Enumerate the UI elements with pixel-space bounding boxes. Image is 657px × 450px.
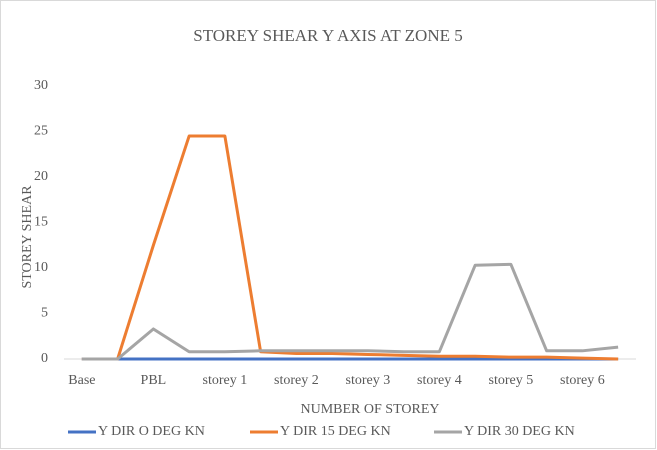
y-tick-label: 10 <box>34 260 48 275</box>
legend-label: Y DIR 30 DEG KN <box>464 424 575 439</box>
x-tick-label: storey 3 <box>346 373 391 388</box>
legend-label: Y DIR 15 DEG KN <box>280 424 391 439</box>
y-tick-label: 0 <box>41 351 48 366</box>
x-tick-label: PBL <box>141 373 167 388</box>
y-tick-label: 5 <box>41 306 48 321</box>
x-tick-label: Base <box>68 373 95 388</box>
x-tick-label: storey 1 <box>203 373 248 388</box>
series-line <box>81 134 619 361</box>
series-line <box>81 262 619 361</box>
chart-title: STOREY SHEAR Y AXIS AT ZONE 5 <box>193 26 463 45</box>
legend-label: Y DIR O DEG KN <box>98 424 205 439</box>
y-tick-label: 30 <box>34 78 48 93</box>
y-tick-label: 15 <box>34 215 48 230</box>
x-tick-label: storey 5 <box>489 373 534 388</box>
y-axis-label: STOREY SHEAR <box>20 185 35 289</box>
x-tick-label: storey 2 <box>274 373 319 388</box>
x-axis-label: NUMBER OF STOREY <box>301 402 440 417</box>
x-tick-label: storey 6 <box>560 373 605 388</box>
y-tick-label: 25 <box>34 124 48 139</box>
x-tick-label: storey 4 <box>417 373 462 388</box>
y-tick-label: 20 <box>34 169 48 184</box>
